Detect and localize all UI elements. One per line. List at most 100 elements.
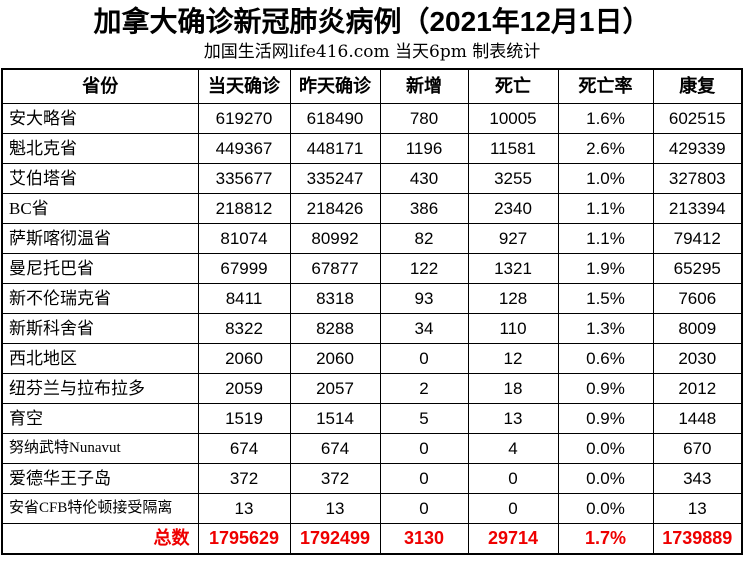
total-deaths: 29714 (467, 523, 559, 555)
value-cell: 1.5% (557, 283, 654, 314)
value-cell: 618490 (289, 103, 381, 134)
column-header: 当天确诊 (197, 68, 291, 104)
province-cell: 新不伦瑞克省 (1, 283, 199, 314)
value-cell: 8318 (289, 283, 381, 314)
table-row: 纽芬兰与拉布拉多 2059 2057 2 18 0.9% 2012 (1, 373, 743, 404)
value-cell: 1.1% (557, 193, 654, 224)
total-label: 总数 (1, 523, 199, 555)
table-row: 曼尼托巴省 67999 67877 122 1321 1.9% 65295 (1, 253, 743, 284)
value-cell: 13 (467, 403, 559, 434)
value-cell: 0.0% (557, 493, 654, 524)
value-cell: 674 (197, 433, 291, 464)
value-cell: 0 (379, 433, 469, 464)
province-cell: 新斯科舍省 (1, 313, 199, 344)
value-cell: 13 (652, 493, 743, 524)
province-cell: 纽芬兰与拉布拉多 (1, 373, 199, 404)
value-cell: 0 (379, 493, 469, 524)
value-cell: 13 (197, 493, 291, 524)
column-header: 省份 (1, 68, 199, 104)
column-header: 死亡率 (557, 68, 654, 104)
value-cell: 122 (379, 253, 469, 284)
value-cell: 2.6% (557, 133, 654, 164)
value-cell: 335247 (289, 163, 381, 194)
value-cell: 1514 (289, 403, 381, 434)
value-cell: 619270 (197, 103, 291, 134)
column-header: 康复 (652, 68, 743, 104)
value-cell: 1196 (379, 133, 469, 164)
table-body: 安大略省 619270 618490 780 10005 1.6% 602515 魁北克省 44… (1, 103, 743, 524)
value-cell: 372 (197, 463, 291, 494)
table-row: 萨斯喀彻温省 81074 80992 82 927 1.1% 79412 (1, 223, 743, 254)
value-cell: 3255 (467, 163, 559, 194)
value-cell: 780 (379, 103, 469, 134)
value-cell: 927 (467, 223, 559, 254)
value-cell: 67877 (289, 253, 381, 284)
value-cell: 5 (379, 403, 469, 434)
value-cell: 2060 (289, 343, 381, 374)
value-cell: 12 (467, 343, 559, 374)
value-cell: 2 (379, 373, 469, 404)
value-cell: 335677 (197, 163, 291, 194)
value-cell: 10005 (467, 103, 559, 134)
province-cell: 育空 (1, 403, 199, 434)
value-cell: 0 (379, 463, 469, 494)
value-cell: 0.9% (557, 403, 654, 434)
column-header: 新增 (379, 68, 469, 104)
table-row: BC省 218812 218426 386 2340 1.1% 213394 (1, 193, 743, 224)
value-cell: 2057 (289, 373, 381, 404)
table-row: 安大略省 619270 618490 780 10005 1.6% 602515 (1, 103, 743, 134)
value-cell: 430 (379, 163, 469, 194)
value-cell: 11581 (467, 133, 559, 164)
table-row: 西北地区 2060 2060 0 12 0.6% 2030 (1, 343, 743, 374)
province-cell: 努纳武特Nunavut (1, 433, 199, 464)
value-cell: 1321 (467, 253, 559, 284)
value-cell: 110 (467, 313, 559, 344)
value-cell: 670 (652, 433, 743, 464)
province-cell: 爱德华王子岛 (1, 463, 199, 494)
value-cell: 674 (289, 433, 381, 464)
value-cell: 8009 (652, 313, 743, 344)
value-cell: 1.1% (557, 223, 654, 254)
value-cell: 2059 (197, 373, 291, 404)
value-cell: 386 (379, 193, 469, 224)
value-cell: 327803 (652, 163, 743, 194)
table-row: 爱德华王子岛 372 372 0 0 0.0% 343 (1, 463, 743, 494)
value-cell: 8411 (197, 283, 291, 314)
total-new: 3130 (379, 523, 469, 555)
value-cell: 4 (467, 433, 559, 464)
value-cell: 0.9% (557, 373, 654, 404)
total-row: 总数 1795629 1792499 3130 29714 1.7% 17398… (1, 523, 743, 555)
value-cell: 449367 (197, 133, 291, 164)
value-cell: 8322 (197, 313, 291, 344)
value-cell: 1.0% (557, 163, 654, 194)
value-cell: 93 (379, 283, 469, 314)
value-cell: 13 (289, 493, 381, 524)
value-cell: 67999 (197, 253, 291, 284)
value-cell: 1448 (652, 403, 743, 434)
total-recovered: 1739889 (652, 523, 743, 555)
table-row: 新不伦瑞克省 8411 8318 93 128 1.5% 7606 (1, 283, 743, 314)
province-cell: 安省CFB特伦顿接受隔离 (1, 493, 199, 524)
total-today: 1795629 (197, 523, 291, 555)
table-row: 魁北克省 449367 448171 1196 11581 2.6% 429339 (1, 133, 743, 164)
value-cell: 79412 (652, 223, 743, 254)
value-cell: 602515 (652, 103, 743, 134)
value-cell: 2012 (652, 373, 743, 404)
value-cell: 2030 (652, 343, 743, 374)
header-row: 省份 当天确诊 昨天确诊 新增 死亡 死亡率 康复 (1, 68, 743, 104)
value-cell: 1.6% (557, 103, 654, 134)
value-cell: 0.0% (557, 433, 654, 464)
value-cell: 213394 (652, 193, 743, 224)
table-row: 艾伯塔省 335677 335247 430 3255 1.0% 327803 (1, 163, 743, 194)
value-cell: 1.3% (557, 313, 654, 344)
value-cell: 82 (379, 223, 469, 254)
value-cell: 429339 (652, 133, 743, 164)
table-row: 努纳武特Nunavut 674 674 0 4 0.0% 670 (1, 433, 743, 464)
value-cell: 2340 (467, 193, 559, 224)
column-header: 死亡 (467, 68, 559, 104)
province-cell: 魁北克省 (1, 133, 199, 164)
province-cell: 曼尼托巴省 (1, 253, 199, 284)
value-cell: 80992 (289, 223, 381, 254)
value-cell: 218426 (289, 193, 381, 224)
page-title: 加拿大确诊新冠肺炎病例（2021年12月1日） (93, 6, 651, 37)
